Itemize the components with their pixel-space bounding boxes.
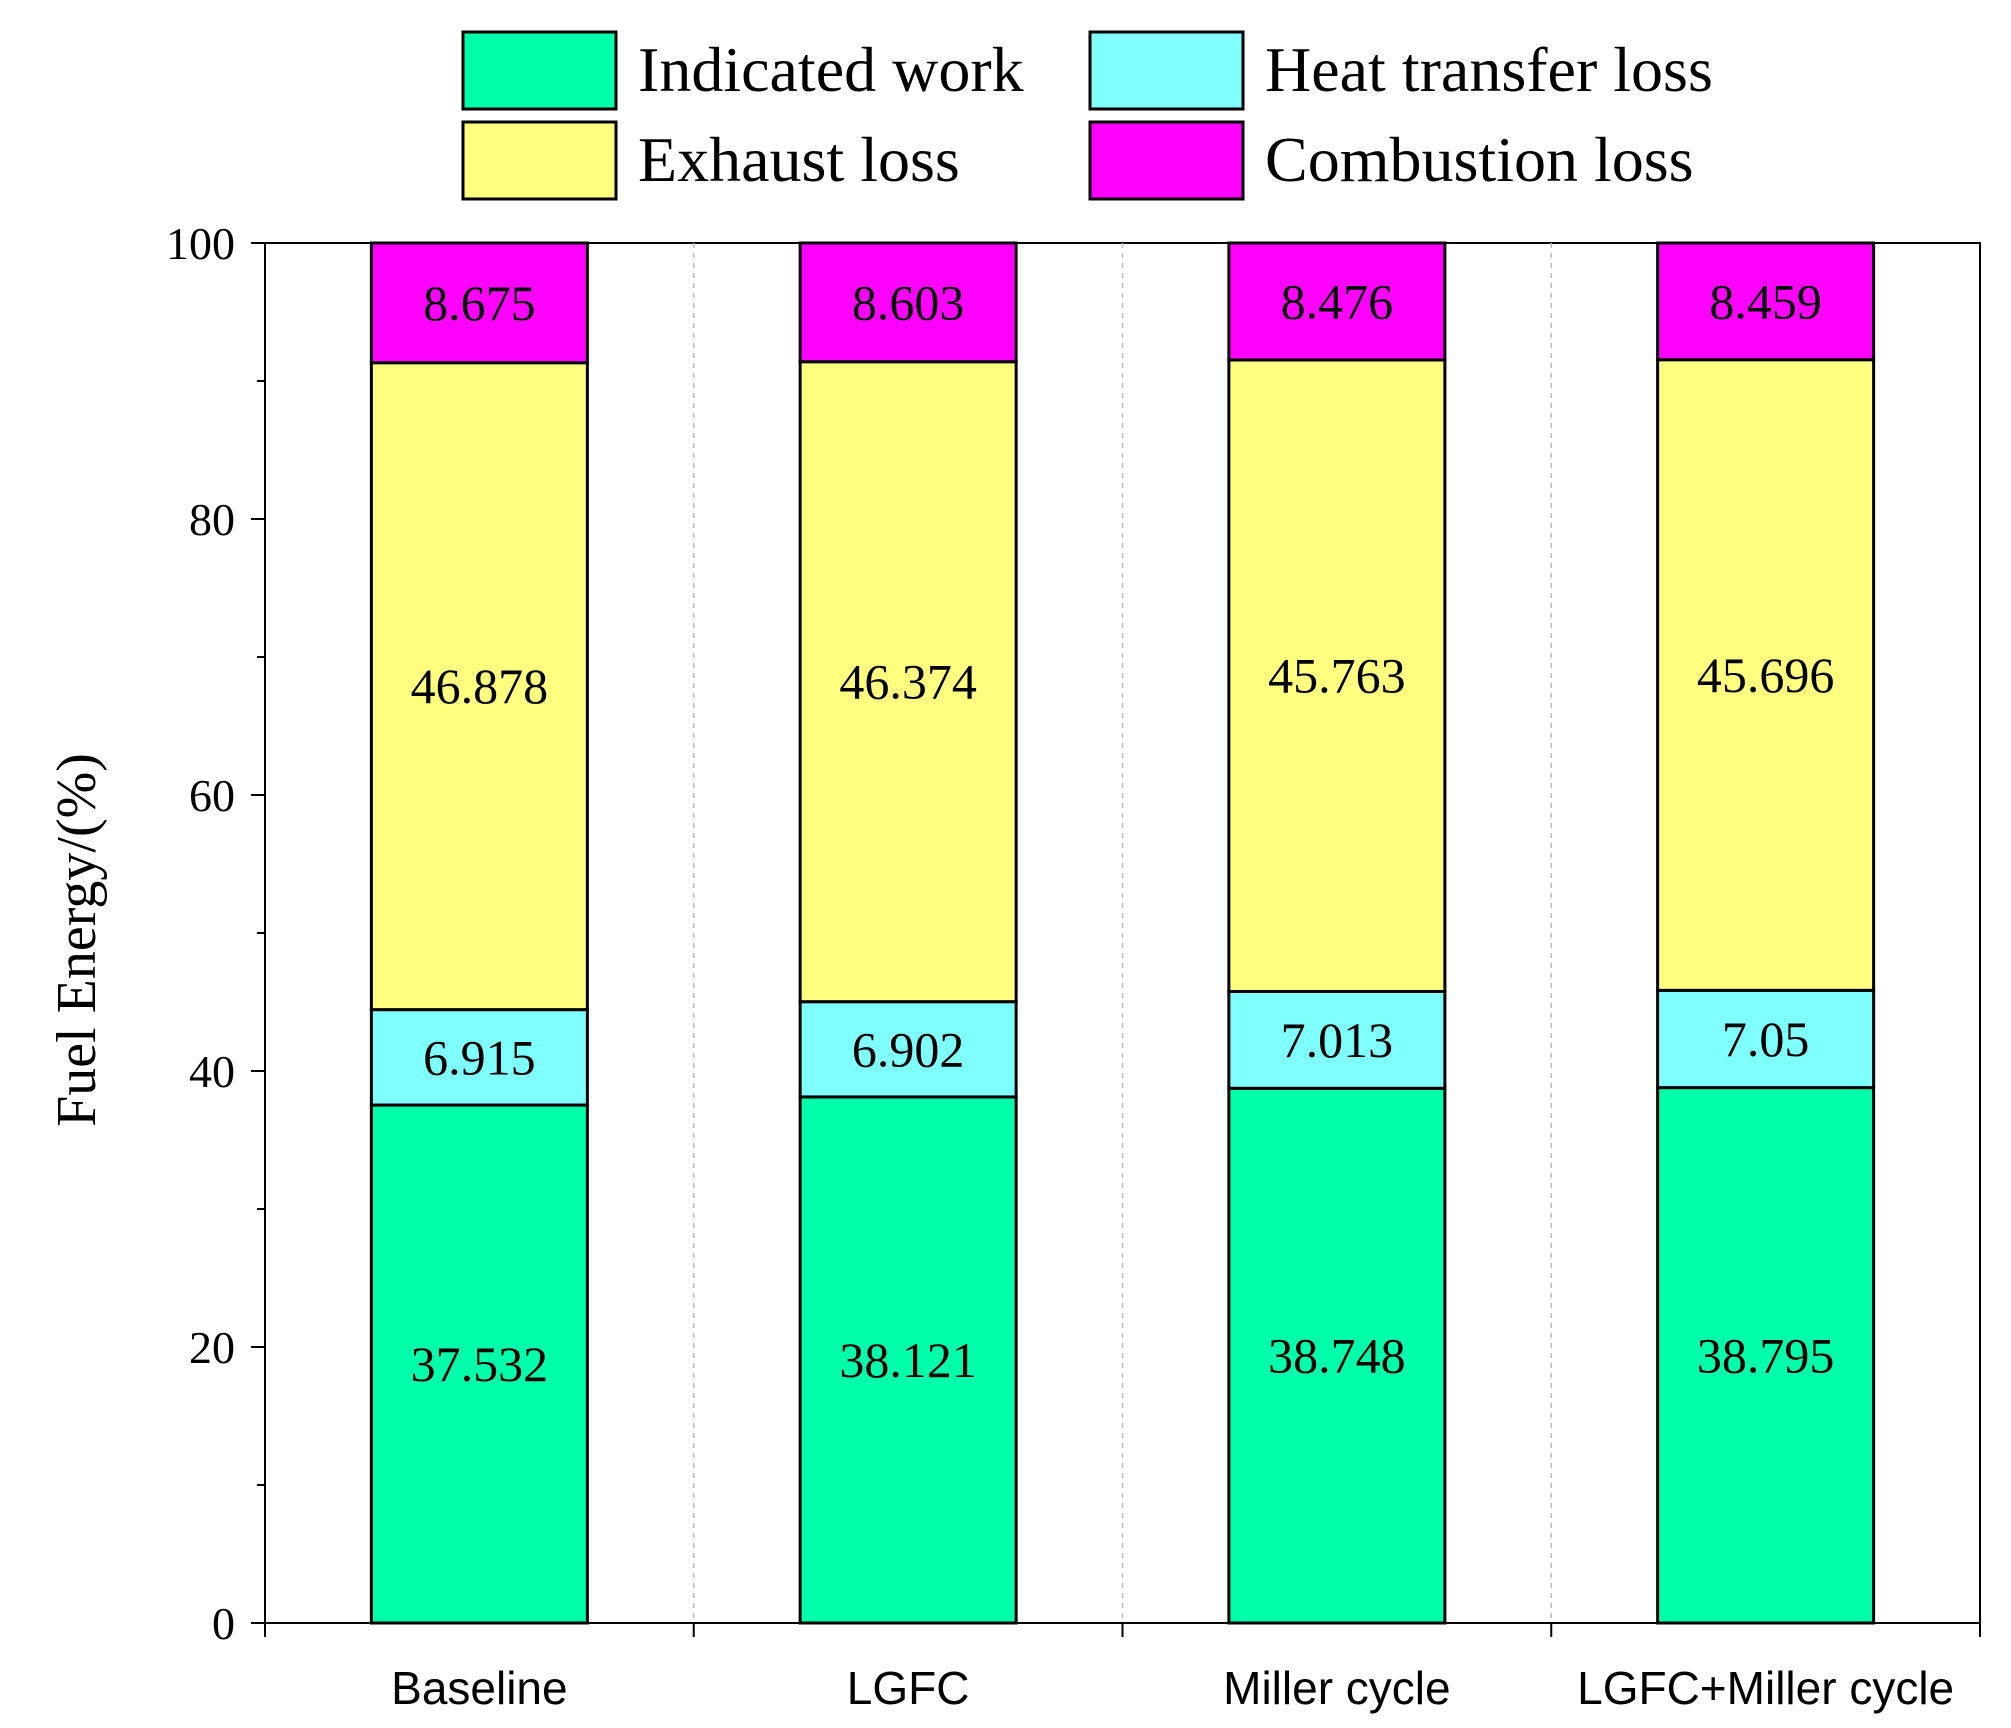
- bar-segment: [1227, 989, 1447, 1090]
- bar-stack: 38.748 7.013 45.763 8.476: [1227, 241, 1447, 1625]
- data-label: 8.603: [852, 274, 965, 330]
- bar-segment: [1656, 988, 1876, 1090]
- bar-segment: [798, 1095, 1018, 1625]
- bar-segment: [1656, 1086, 1876, 1625]
- x-tick-label: Miller cycle: [1223, 1662, 1450, 1714]
- data-label: 8.675: [423, 275, 536, 331]
- y-tick-label: 80: [189, 494, 235, 545]
- y-tick-label: 60: [189, 770, 235, 821]
- bar-segment: [1227, 1086, 1447, 1625]
- legend-label: Combustion loss: [1265, 124, 1694, 195]
- legend-label: Indicated work: [638, 34, 1024, 105]
- legend-swatch: [461, 120, 618, 201]
- bar-segment: [1656, 241, 1876, 362]
- data-label: 7.05: [1722, 1011, 1810, 1067]
- bar-segment: [798, 241, 1018, 364]
- y-tick-label: 20: [189, 1322, 235, 1373]
- data-label: 6.915: [423, 1029, 536, 1085]
- bar-stack: 38.795 7.05 45.696 8.459: [1656, 241, 1876, 1625]
- data-label: 45.763: [1268, 648, 1406, 704]
- data-label: 6.902: [852, 1021, 965, 1077]
- x-tick-label: LGFC: [847, 1662, 970, 1714]
- y-tick-label: 40: [189, 1046, 235, 1097]
- data-label: 38.795: [1697, 1327, 1835, 1383]
- data-label: 38.121: [839, 1332, 977, 1388]
- bar-segment: [369, 1103, 589, 1625]
- bar-segment: [369, 1008, 589, 1107]
- category-separators: [693, 243, 1552, 1623]
- data-label: 7.013: [1281, 1012, 1394, 1068]
- bars: 37.532 6.915 46.878 8.675 38.121 6.902 46.374 8…: [369, 241, 1876, 1625]
- bar-segment: [1227, 358, 1447, 993]
- bar-segment: [1656, 358, 1876, 992]
- x-axis: Baseline LGFC Miller cycle LGFC+Miller cycl…: [264, 1623, 1981, 1714]
- bar-segment: [798, 1000, 1018, 1099]
- x-tick-label: Baseline: [391, 1662, 567, 1714]
- data-label: 37.532: [411, 1336, 549, 1392]
- legend: Indicated work Heat transfer loss Exhaust …: [461, 30, 1713, 201]
- legend-swatch: [1088, 120, 1245, 201]
- y-axis: 0 20 40 60 80 100: [166, 218, 265, 1649]
- data-label: 8.459: [1709, 273, 1822, 329]
- bar-segment: [798, 360, 1018, 1004]
- bar-segment: [369, 241, 589, 365]
- legend-swatch: [1088, 30, 1245, 111]
- legend-entry: Indicated work: [461, 30, 1024, 111]
- legend-entry: Combustion loss: [1088, 120, 1694, 201]
- legend-label: Heat transfer loss: [1265, 34, 1713, 105]
- x-tick-label: LGFC+Miller cycle: [1577, 1662, 1954, 1714]
- y-tick-label: 100: [166, 218, 235, 269]
- bar-segment: [1227, 241, 1447, 362]
- data-label: 46.878: [411, 658, 549, 714]
- data-label: 38.748: [1268, 1328, 1406, 1384]
- data-label: 8.476: [1281, 273, 1394, 329]
- data-label: 46.374: [839, 654, 977, 710]
- legend-label: Exhaust loss: [638, 124, 960, 195]
- bar-segment: [369, 361, 589, 1012]
- data-label: 45.696: [1697, 647, 1835, 703]
- legend-swatch: [461, 30, 618, 111]
- legend-entry: Exhaust loss: [461, 120, 960, 201]
- y-tick-label: 0: [212, 1598, 235, 1649]
- bar-stack: 37.532 6.915 46.878 8.675: [369, 241, 589, 1625]
- y-axis-label: Fuel Energy/(%): [46, 753, 108, 1127]
- legend-entry: Heat transfer loss: [1088, 30, 1713, 111]
- bar-stack: 38.121 6.902 46.374 8.603: [798, 241, 1018, 1625]
